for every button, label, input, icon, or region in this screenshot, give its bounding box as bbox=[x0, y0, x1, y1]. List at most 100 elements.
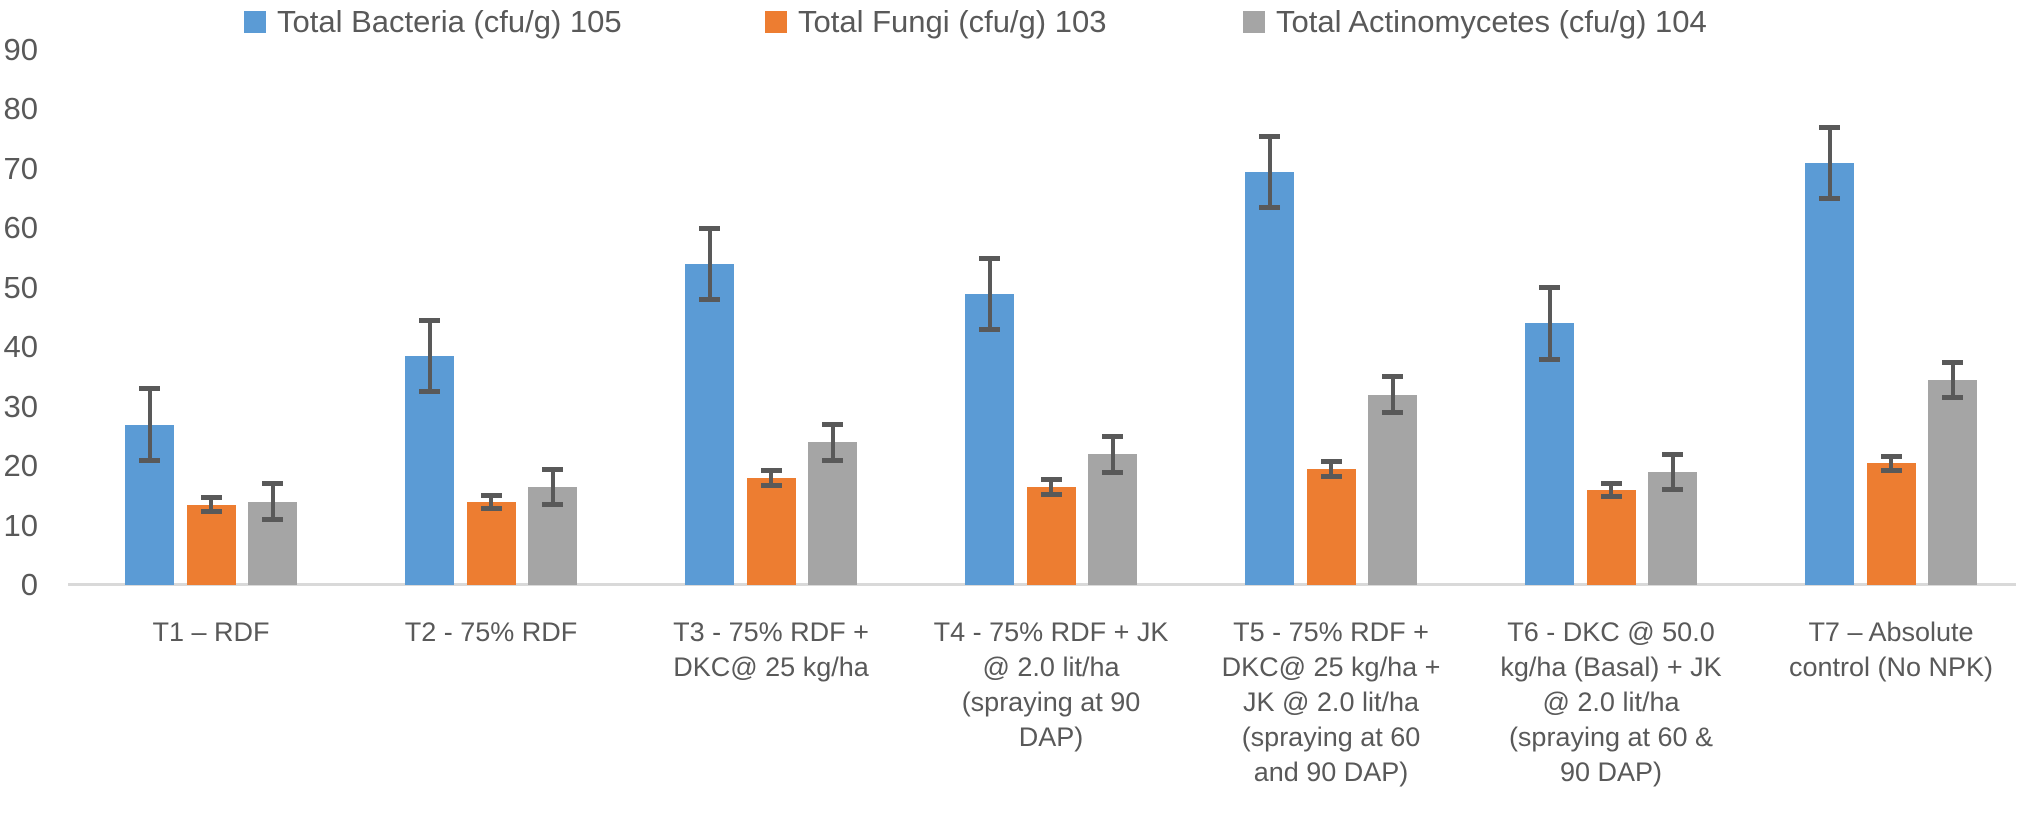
error-bar-cap bbox=[1600, 493, 1622, 499]
error-bar-cap bbox=[139, 386, 160, 392]
error-bar-cap bbox=[699, 225, 720, 231]
y-tick-label: 20 bbox=[3, 448, 38, 484]
bar-bacteria bbox=[1525, 323, 1574, 585]
error-bar-line bbox=[830, 424, 835, 461]
error-bar-line bbox=[427, 320, 432, 392]
bar-bacteria bbox=[1245, 171, 1294, 585]
error-bar-cap bbox=[1040, 491, 1062, 497]
error-bar-cap bbox=[1880, 453, 1902, 459]
error-bar-cap bbox=[1320, 459, 1342, 465]
error-bar-line bbox=[1889, 456, 1893, 471]
bar-fungi bbox=[466, 501, 516, 585]
y-tick-label: 80 bbox=[3, 91, 38, 127]
error-bar-cap bbox=[1662, 487, 1683, 493]
error-bar-cap bbox=[1600, 480, 1622, 486]
error-bar-line bbox=[270, 483, 275, 520]
error-bar-cap bbox=[542, 466, 563, 472]
actinomycetes-swatch-icon bbox=[1243, 10, 1265, 33]
error-bar-cap bbox=[760, 483, 782, 489]
error-bar-cap bbox=[1259, 205, 1280, 211]
y-tick-label: 30 bbox=[3, 388, 38, 424]
bar-fungi bbox=[1586, 489, 1636, 585]
category-label: T3 - 75% RDF + DKC@ 25 kg/ha bbox=[673, 617, 869, 682]
category-label: T7 – Absolute control (No NPK) bbox=[1788, 617, 1994, 682]
error-bar-cap bbox=[1880, 467, 1902, 473]
legend-label-bacteria: Total Bacteria (cfu/g) 105 bbox=[277, 4, 622, 39]
legend-label-actinomycetes: Total Actinomycetes (cfu/g) 104 bbox=[1276, 4, 1707, 39]
legend-item-bacteria: Total Bacteria (cfu/g) 105 bbox=[244, 6, 622, 37]
bacteria-swatch-icon bbox=[244, 10, 266, 33]
y-tick-label: 50 bbox=[3, 269, 38, 305]
error-bar-cap bbox=[1942, 395, 1963, 401]
bar-fungi bbox=[746, 478, 796, 585]
category-label: T1 – RDF bbox=[152, 617, 270, 647]
error-bar-cap bbox=[542, 502, 563, 508]
legend-item-fungi: Total Fungi (cfu/g) 103 bbox=[765, 6, 1106, 37]
error-bar-line bbox=[1110, 436, 1115, 473]
error-bar-line bbox=[1670, 454, 1675, 490]
error-bar-cap bbox=[480, 492, 502, 498]
category-label: T2 - 75% RDF bbox=[404, 617, 578, 647]
y-tick-label: 10 bbox=[3, 507, 38, 543]
error-bar-cap bbox=[699, 297, 720, 303]
error-bar-line bbox=[1390, 376, 1395, 413]
bar-fungi bbox=[1026, 486, 1076, 585]
error-bar-cap bbox=[1382, 410, 1403, 416]
y-tick-label: 90 bbox=[3, 32, 38, 67]
error-bar-cap bbox=[979, 326, 1000, 332]
error-bar-cap bbox=[1102, 469, 1123, 475]
bar-actinomycetes bbox=[808, 442, 857, 585]
error-bar-cap bbox=[1320, 473, 1342, 479]
bar-bacteria bbox=[1805, 162, 1854, 585]
y-tick-label: 40 bbox=[3, 329, 38, 365]
bar-bacteria bbox=[965, 293, 1014, 585]
error-bar-cap bbox=[419, 389, 440, 395]
category-label: T6 - DKC @ 50.0 kg/ha (Basal) + JK @ 2.0… bbox=[1500, 617, 1722, 787]
error-bar-line bbox=[1609, 483, 1613, 497]
error-bar-cap bbox=[139, 457, 160, 463]
bar-fungi bbox=[1866, 463, 1916, 585]
error-bar-cap bbox=[262, 481, 283, 487]
error-bar-cap bbox=[1819, 196, 1840, 202]
y-tick-label: 0 bbox=[20, 567, 38, 602]
error-bar-cap bbox=[1259, 133, 1280, 139]
error-bar-cap bbox=[480, 505, 502, 511]
error-bar-cap bbox=[200, 509, 222, 515]
legend-label-fungi: Total Fungi (cfu/g) 103 bbox=[798, 4, 1107, 39]
bar-fungi bbox=[186, 504, 236, 585]
error-bar-line bbox=[769, 470, 773, 486]
error-bar-line bbox=[1267, 136, 1272, 208]
error-bar-line bbox=[987, 258, 992, 330]
category-label: T5 - 75% RDF + DKC@ 25 kg/ha + JK @ 2.0 … bbox=[1221, 617, 1441, 787]
error-bar-cap bbox=[200, 495, 222, 501]
error-bar-cap bbox=[822, 422, 843, 427]
error-bar-cap bbox=[419, 317, 440, 323]
error-bar-line bbox=[550, 469, 555, 505]
bar-actinomycetes bbox=[1088, 454, 1137, 585]
error-bar-cap bbox=[1539, 285, 1560, 291]
error-bar-cap bbox=[760, 467, 782, 473]
error-bar-line bbox=[1329, 461, 1333, 477]
bar-bacteria bbox=[685, 264, 734, 585]
error-bar-cap bbox=[1382, 374, 1403, 380]
category-label: T4 - 75% RDF + JK @ 2.0 lit/ha (spraying… bbox=[933, 617, 1169, 752]
error-bar-cap bbox=[1102, 433, 1123, 439]
error-bar-line bbox=[147, 388, 152, 461]
error-bar-cap bbox=[1040, 477, 1062, 483]
error-bar-cap bbox=[979, 255, 1000, 261]
y-tick-label: 60 bbox=[3, 210, 38, 246]
error-bar-line bbox=[209, 497, 213, 512]
error-bar-line bbox=[1049, 479, 1053, 495]
error-bar-cap bbox=[822, 457, 843, 463]
error-bar-line bbox=[1827, 127, 1832, 199]
bar-actinomycetes bbox=[1368, 394, 1417, 585]
error-bar-line bbox=[489, 495, 493, 509]
error-bar-cap bbox=[1662, 451, 1683, 457]
error-bar-cap bbox=[262, 517, 283, 523]
bar-actinomycetes bbox=[1928, 379, 1977, 585]
fungi-swatch-icon bbox=[765, 10, 787, 33]
legend-item-actinomycetes: Total Actinomycetes (cfu/g) 104 bbox=[1243, 6, 1707, 37]
error-bar-cap bbox=[1539, 356, 1560, 362]
bar-fungi bbox=[1306, 469, 1356, 585]
